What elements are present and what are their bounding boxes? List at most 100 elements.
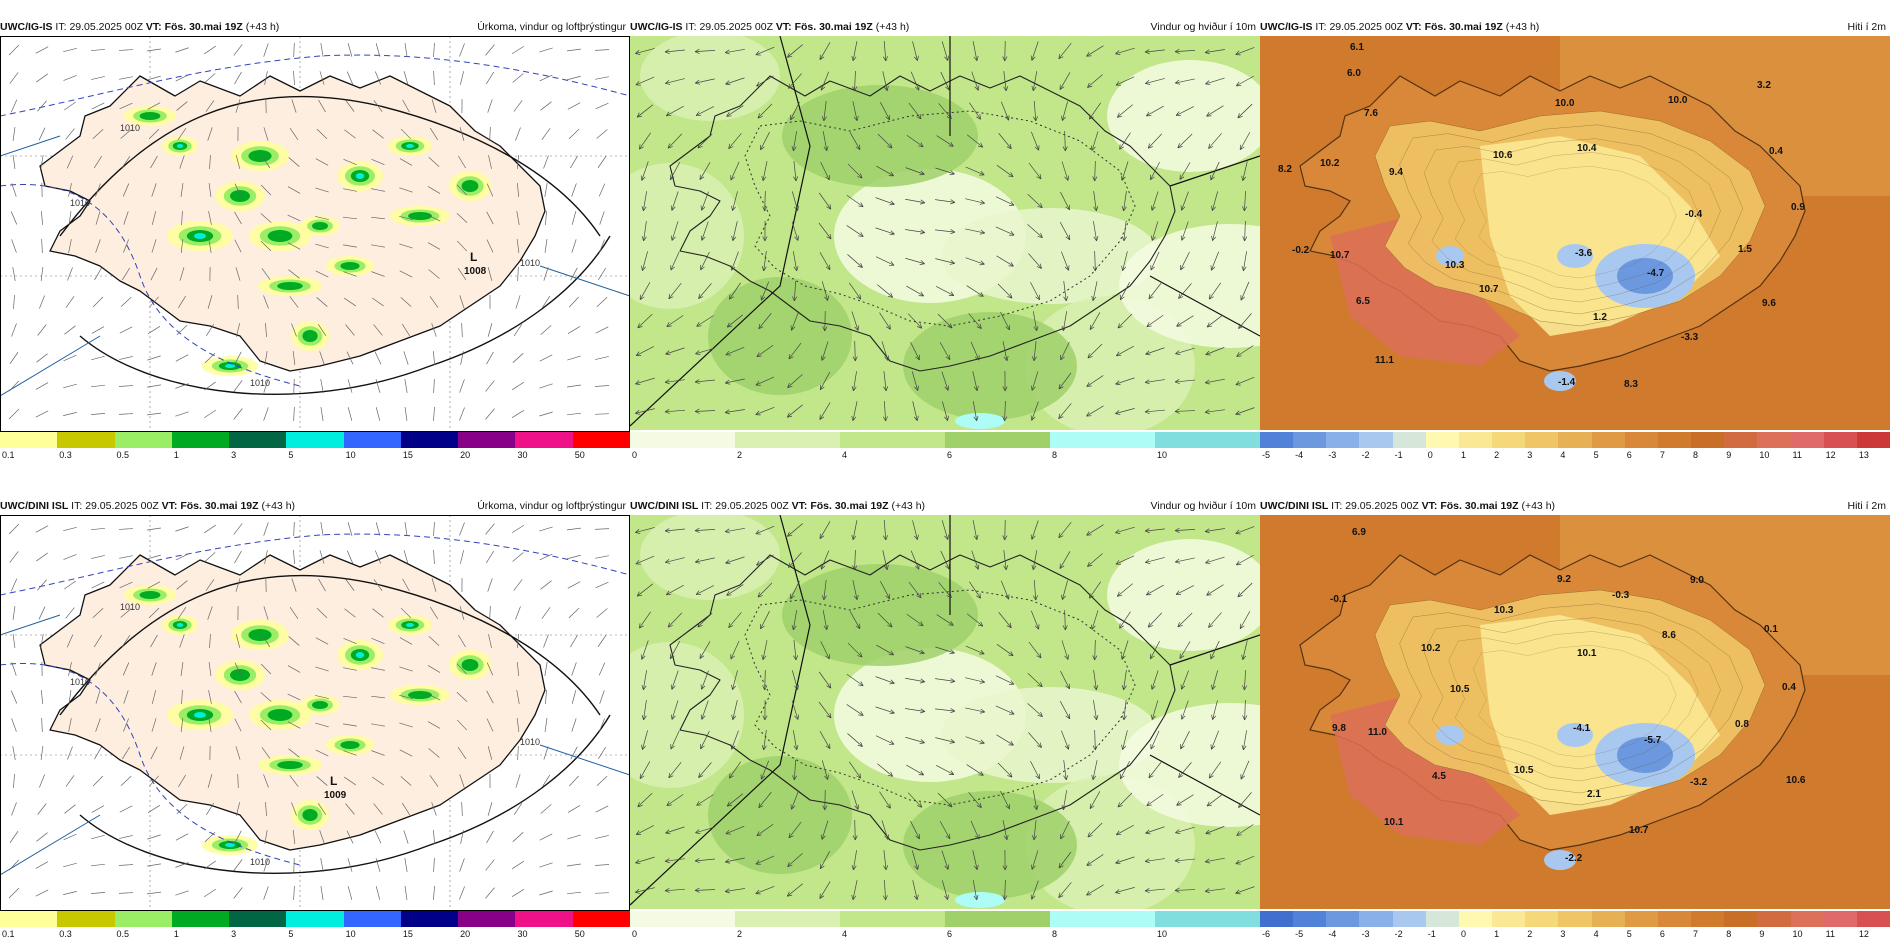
precip-cell-heavy — [312, 701, 328, 709]
temperature-label: 9.4 — [1389, 167, 1403, 178]
colorbar-swatch — [1625, 432, 1658, 448]
gust-patch — [955, 413, 1005, 429]
colorbar-tick-label: 12 — [1826, 450, 1836, 460]
precip-cell-heavy — [248, 150, 271, 162]
precip-cell-heavy — [268, 709, 293, 721]
temperature-label: 6.0 — [1347, 68, 1361, 79]
colorbar-tick-label: 5 — [288, 929, 293, 939]
temperature-label: 10.5 — [1450, 684, 1470, 695]
colorbar-tick-label: 10 — [1759, 450, 1769, 460]
colorbar-swatch — [1691, 432, 1724, 448]
colorbar-swatch — [1050, 911, 1155, 927]
colorbar-swatch — [1724, 432, 1757, 448]
vt-label: VT: — [776, 21, 792, 33]
colorbar-swatch — [1558, 911, 1591, 927]
colorbar-swatch — [0, 911, 57, 927]
colorbar-swatch — [458, 432, 515, 448]
colorbar-tick-label: 1 — [174, 929, 179, 939]
temperature-label: 10.7 — [1629, 825, 1649, 836]
precip-cell-intense — [225, 364, 235, 368]
colorbar-swatch — [1625, 911, 1658, 927]
precip-cell-intense — [356, 652, 364, 658]
colorbar-swatch — [1260, 911, 1293, 927]
colorbar-tick-label: 8 — [1726, 929, 1731, 939]
colorbar-tick-label: -2 — [1395, 929, 1403, 939]
colorbar-tick-label: -2 — [1361, 450, 1369, 460]
colorbar-tick-label: 50 — [575, 929, 585, 939]
wind-map[interactable] — [630, 36, 1260, 430]
colorbar-tick-label: 13 — [1859, 450, 1869, 460]
temperature-label: 8.2 — [1278, 164, 1292, 175]
colorbar-swatch — [1293, 432, 1326, 448]
colorbar-swatch — [1426, 911, 1459, 927]
precip-cell-intense — [406, 623, 414, 627]
temperature-label: 10.0 — [1668, 95, 1688, 106]
temperature-label: 0.4 — [1782, 682, 1796, 693]
temperature-label: 9.6 — [1762, 298, 1776, 309]
colorbar-swatch — [1857, 911, 1890, 927]
wind-colorbar — [630, 432, 1260, 448]
colorbar-swatch — [1558, 432, 1591, 448]
model-name: UWC/DINI ISL — [630, 500, 698, 512]
colorbar-swatch — [286, 432, 343, 448]
precip-cell-heavy — [462, 180, 479, 192]
temperature-label: 10.1 — [1384, 817, 1404, 828]
it-label: IT: — [1315, 21, 1326, 33]
colorbar-swatch — [1359, 432, 1392, 448]
colorbar-tick-label: 3 — [1527, 450, 1532, 460]
colorbar-tick-label: 1 — [174, 450, 179, 460]
panel-temp-igis: UWC/IG-IS IT: 29.05.2025 00Z VT: Fös. 30… — [1260, 18, 1890, 473]
temperature-label: 1.5 — [1738, 244, 1752, 255]
valid-time: Fös. 30.mai 19Z — [165, 21, 243, 33]
precip-cell-intense — [406, 144, 414, 148]
precip-cell-heavy — [277, 761, 303, 769]
lead-time: (+43 h) — [1506, 21, 1540, 33]
temperature-label: 6.1 — [1350, 42, 1364, 53]
temperature-label: 3.2 — [1757, 80, 1771, 91]
temperature-label: -0.2 — [1292, 245, 1310, 256]
colorbar-tick-label: 7 — [1660, 450, 1665, 460]
temperature-label: -2.2 — [1565, 853, 1583, 864]
it-label: IT: — [71, 500, 82, 512]
temperature-label: 10.2 — [1320, 158, 1340, 169]
colorbar-tick-label: 1 — [1494, 929, 1499, 939]
colorbar-swatch — [286, 911, 343, 927]
panel-title: Úrkoma, vindur og loftþrýstingur — [477, 18, 626, 36]
colorbar-swatch — [630, 911, 735, 927]
wind-map-svg — [630, 36, 1260, 430]
valid-time: Fös. 30.mai 19Z — [810, 500, 888, 512]
precip-cell-heavy — [408, 212, 432, 220]
colorbar-swatch — [1824, 432, 1857, 448]
colorbar-tick-label: 8 — [1052, 450, 1057, 460]
colorbar-swatch — [1326, 911, 1359, 927]
wind-map[interactable] — [630, 515, 1260, 909]
colorbar-swatch — [1791, 432, 1824, 448]
colorbar-swatch — [1393, 432, 1426, 448]
colorbar-tick-label: -1 — [1428, 929, 1436, 939]
temperature-label: 10.4 — [1577, 143, 1597, 154]
init-time: 29.05.2025 00Z — [715, 500, 789, 512]
precip-cell-heavy — [312, 222, 328, 230]
colorbar-tick-label: 0.5 — [117, 929, 130, 939]
colorbar-tick-label: 20 — [460, 929, 470, 939]
colorbar-tick-label: 3 — [1560, 929, 1565, 939]
colorbar-tick-label: 3 — [231, 929, 236, 939]
low-pressure-value: 1008 — [464, 266, 487, 277]
precip-colorbar — [0, 432, 630, 448]
temperature-label: -0.1 — [1330, 594, 1348, 605]
precip-cell-heavy — [340, 262, 359, 270]
colorbar-tick-label: 10 — [1157, 450, 1167, 460]
colorbar-swatch — [573, 432, 630, 448]
colorbar-swatch — [945, 432, 1050, 448]
colorbar-tick-label: 6 — [1627, 450, 1632, 460]
colorbar-swatch — [1393, 911, 1426, 927]
colorbar-tick-label: 5 — [288, 450, 293, 460]
colorbar-tick-label: 10 — [346, 929, 356, 939]
colorbar-swatch — [401, 911, 458, 927]
panel-precip-igis: UWC/IG-IS IT: 29.05.2025 00Z VT: Fös. 30… — [0, 18, 630, 473]
